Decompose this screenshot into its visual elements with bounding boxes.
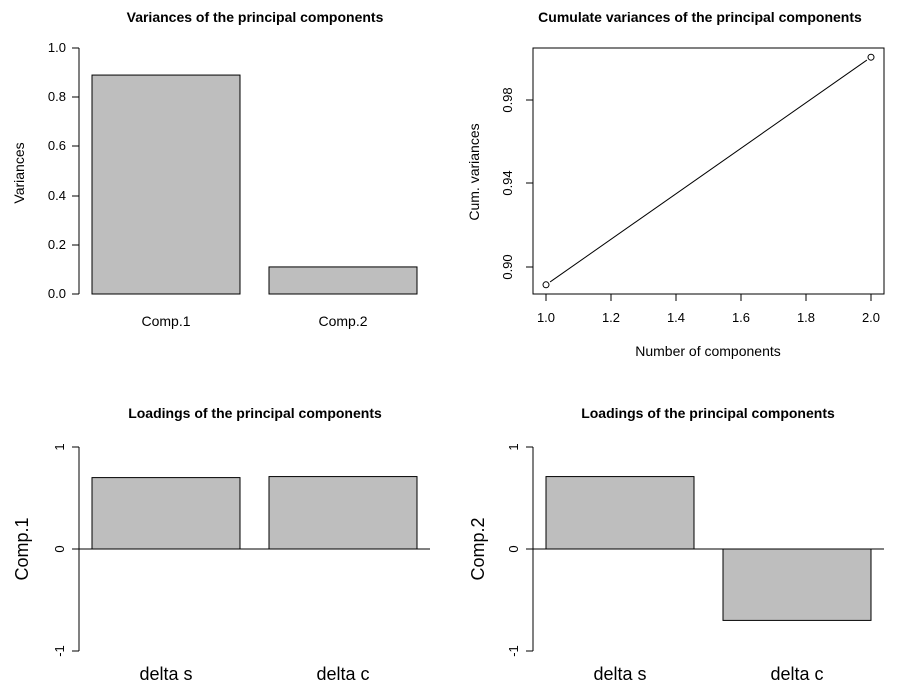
variances-y-tick-label: 1.0 <box>48 40 66 55</box>
loadings-comp1-y-tick: 1 <box>52 443 79 451</box>
loadings-comp2-title: Loadings of the principal components <box>581 405 835 421</box>
variances-bar-comp2 <box>268 266 418 295</box>
variances-y-label: Variances <box>11 142 27 203</box>
cumulative-x-tick: 1.8 <box>797 294 815 325</box>
cumulative-x-tick-label: 1.0 <box>537 310 555 325</box>
cumulative-series-line <box>549 59 868 283</box>
cumulative-plot-box <box>532 47 885 295</box>
variances-y-tick: 0.6 <box>48 138 79 153</box>
cumulative-point <box>542 281 550 289</box>
loadings-comp1-y-tick: 0 <box>52 545 79 553</box>
cumulative-y-tick-label: 0.90 <box>500 254 515 279</box>
loadings-comp2-y-ticks: -1 0 1 <box>506 443 533 657</box>
variances-y-tick-label: 0.0 <box>48 286 66 301</box>
loadings-comp1-x-tick-label: delta c <box>316 664 369 684</box>
loadings-comp2-y-tick: 0 <box>506 545 533 553</box>
loadings-comp1-y-ticks: -1 0 1 <box>52 443 79 657</box>
cumulative-x-tick-label: 2.0 <box>862 310 880 325</box>
cumulative-x-tick-label: 1.8 <box>797 310 815 325</box>
cumulative-y-tick: 0.90 <box>500 254 533 280</box>
cumulative-panel: Cumulate variances of the principal comp… <box>466 9 885 359</box>
loadings-comp2-x-tick-label: delta c <box>770 664 823 684</box>
loadings-comp2-bar-delta-s <box>545 476 695 550</box>
loadings-comp2-bar-delta-c <box>722 548 872 621</box>
loadings-comp1-title: Loadings of the principal components <box>128 405 382 421</box>
variances-y-tick-label: 0.4 <box>48 188 66 203</box>
loadings-comp2-y-tick-label: 0 <box>506 545 521 552</box>
cumulative-x-tick: 1.2 <box>602 294 620 325</box>
cumulative-y-ticks: 0.90 0.94 0.98 <box>500 87 533 280</box>
variances-bar-comp1 <box>91 74 241 295</box>
cumulative-x-tick-label: 1.4 <box>667 310 685 325</box>
loadings-comp2-y-tick-label: -1 <box>506 645 521 657</box>
loadings-comp1-y-tick-label: -1 <box>52 645 67 657</box>
loadings-comp1-y-tick-label: 0 <box>52 545 67 552</box>
loadings-comp1-y-tick: -1 <box>52 645 79 657</box>
loadings-comp2-x-tick-label: delta s <box>593 664 646 684</box>
loadings-comp1-x-tick-label: delta s <box>139 664 192 684</box>
cumulative-x-tick-label: 1.2 <box>602 310 620 325</box>
variances-y-tick: 0.2 <box>48 237 79 252</box>
cumulative-y-tick: 0.98 <box>500 87 533 113</box>
loadings-comp1-y-tick-label: 1 <box>52 443 67 450</box>
loadings-comp2-y-label: Comp.2 <box>468 517 488 580</box>
cumulative-y-tick-label: 0.98 <box>500 87 515 112</box>
variances-x-tick-label: Comp.2 <box>318 313 367 329</box>
loadings-comp1-bar-delta-s <box>91 477 241 550</box>
variances-title: Variances of the principal components <box>127 9 384 25</box>
loadings-comp1-bar-delta-c <box>268 476 418 550</box>
variances-y-tick-label: 0.8 <box>48 89 66 104</box>
loadings-comp2-y-tick-label: 1 <box>506 443 521 450</box>
variances-y-tick-label: 0.6 <box>48 138 66 153</box>
cumulative-x-tick: 1.0 <box>537 294 555 325</box>
variances-y-tick-label: 0.2 <box>48 237 66 252</box>
loadings-comp1-y-label: Comp.1 <box>12 517 32 580</box>
cumulative-title: Cumulate variances of the principal comp… <box>538 9 862 25</box>
cumulative-x-tick-label: 1.6 <box>732 310 750 325</box>
cumulative-y-label: Cum. variances <box>466 123 482 220</box>
cumulative-x-ticks: 1.0 1.2 1.4 1.6 1.8 2.0 <box>537 294 880 325</box>
variances-y-tick: 0.0 <box>48 286 79 301</box>
loadings-comp1-panel: Loadings of the principal components Com… <box>12 405 430 684</box>
variances-y-tick: 1.0 <box>48 40 79 55</box>
variances-panel: Variances of the principal components Va… <box>11 9 418 329</box>
cumulative-x-tick: 1.6 <box>732 294 750 325</box>
cumulative-point <box>867 53 875 61</box>
cumulative-y-tick-label: 0.94 <box>500 170 515 195</box>
loadings-comp2-panel: Loadings of the principal components Com… <box>468 405 884 684</box>
cumulative-x-label: Number of components <box>635 343 781 359</box>
variances-y-ticks: 0.0 0.2 0.4 0.6 0.8 1.0 <box>48 40 79 301</box>
loadings-comp2-y-tick: -1 <box>506 645 533 657</box>
cumulative-x-tick: 1.4 <box>667 294 685 325</box>
loadings-comp2-y-tick: 1 <box>506 443 533 451</box>
variances-x-tick-label: Comp.1 <box>141 313 190 329</box>
variances-y-tick: 0.8 <box>48 89 79 104</box>
cumulative-y-tick: 0.94 <box>500 170 533 196</box>
variances-y-tick: 0.4 <box>48 188 79 203</box>
cumulative-x-tick: 2.0 <box>862 294 880 325</box>
